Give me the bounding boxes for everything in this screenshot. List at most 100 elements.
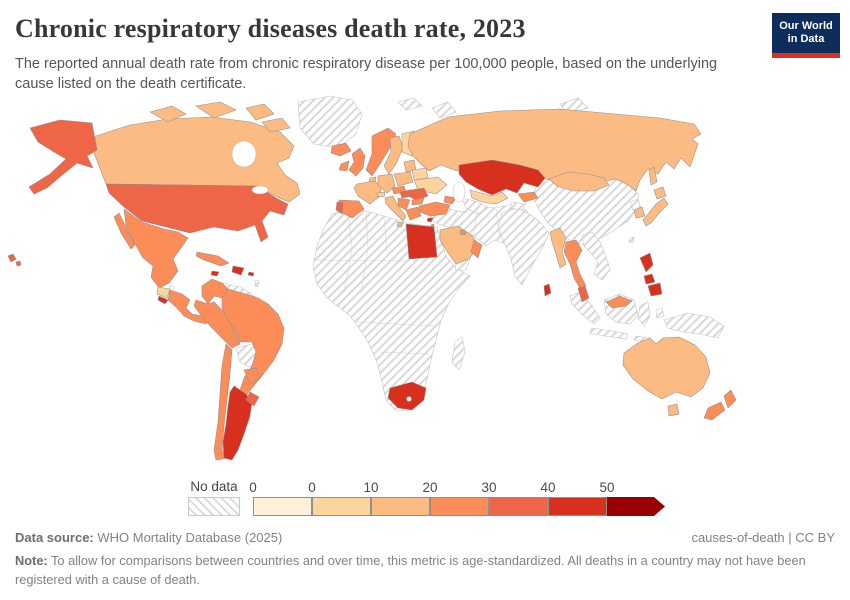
legend-swatch-1[interactable] — [253, 497, 312, 516]
country-el-salvador[interactable] — [157, 295, 169, 305]
country-jamaica[interactable] — [210, 270, 220, 277]
legend-swatch-5[interactable] — [489, 497, 548, 516]
region-ecuador-peru[interactable] — [193, 299, 241, 349]
country-kuwait[interactable] — [459, 229, 467, 236]
country-cyprus[interactable] — [426, 217, 434, 223]
country-egypt[interactable] — [405, 223, 438, 260]
legend-swatch-6[interactable] — [548, 497, 607, 516]
canada-arctic-island-1[interactable] — [149, 105, 187, 123]
country-kazakhstan[interactable] — [458, 159, 546, 196]
country-belarus[interactable] — [411, 167, 429, 181]
country-south-korea[interactable] — [633, 206, 646, 219]
country-tajikistan[interactable] — [509, 201, 527, 211]
country-kyrgyzstan[interactable] — [517, 191, 539, 203]
legend-swatch-2[interactable] — [312, 497, 371, 516]
island-tasmania[interactable] — [667, 403, 680, 417]
country-greece[interactable] — [405, 206, 422, 221]
country-poland[interactable] — [393, 171, 414, 187]
country-malaysia[interactable] — [577, 285, 590, 303]
island-moluccas[interactable] — [655, 307, 665, 319]
islands-hawaii[interactable] — [7, 253, 22, 267]
legend-tick-30: 30 — [481, 480, 497, 495]
country-norway[interactable] — [365, 127, 397, 177]
new-zealand-north-island[interactable] — [723, 389, 737, 409]
country-uruguay[interactable] — [245, 391, 260, 407]
legend-color-scale — [253, 497, 665, 516]
country-romania[interactable] — [407, 187, 429, 201]
license-link[interactable]: causes-of-death | CC BY — [691, 530, 835, 545]
owid-logo-box: Our World in Data — [772, 13, 840, 53]
canada-arctic-island-2[interactable] — [195, 101, 237, 119]
country-australia[interactable] — [622, 336, 711, 400]
owid-logo-stripe — [772, 53, 840, 58]
country-yemen[interactable] — [454, 258, 471, 271]
country-guatemala[interactable] — [156, 286, 171, 299]
country-italy[interactable] — [384, 195, 407, 222]
island-novaya-zemlya[interactable] — [431, 101, 457, 119]
island-new-guinea[interactable] — [663, 312, 725, 339]
country-oman[interactable] — [470, 239, 483, 259]
philippines-luzon[interactable] — [639, 252, 654, 273]
country-saudi-arabia[interactable] — [439, 225, 479, 265]
islands-lesser-antilles[interactable] — [254, 279, 260, 288]
no-data-swatch[interactable] — [188, 497, 240, 516]
philippines-visayas[interactable] — [643, 273, 656, 285]
country-myanmar[interactable] — [549, 227, 567, 269]
canada-arctic-island-3[interactable] — [245, 103, 275, 121]
no-data-internal-borders — [317, 206, 501, 355]
chart-footer: Data source: WHO Mortality Database (202… — [15, 530, 835, 589]
country-france[interactable] — [353, 180, 383, 205]
legend-swatch-3[interactable] — [371, 497, 430, 516]
note-label: Note: — [15, 553, 48, 568]
country-germany[interactable] — [377, 173, 396, 194]
country-madagascar[interactable] — [451, 336, 466, 371]
region-indochina-no-data[interactable] — [581, 231, 611, 281]
legend-swatch-4[interactable] — [430, 497, 489, 516]
island-sakhalin[interactable] — [648, 166, 658, 186]
country-uzbekistan[interactable] — [469, 189, 509, 205]
country-bulgaria[interactable] — [411, 197, 425, 206]
country-mexico[interactable] — [123, 208, 189, 289]
country-turkmenistan[interactable] — [461, 197, 489, 215]
legend-swatch-7-arrow[interactable] — [607, 497, 665, 516]
country-turkey[interactable] — [418, 201, 451, 217]
country-switzerland[interactable] — [376, 191, 386, 198]
country-japan[interactable] — [642, 197, 669, 227]
island-sulawesi[interactable] — [637, 301, 651, 327]
region-alaska[interactable] — [28, 119, 98, 195]
region-caucasus[interactable] — [443, 195, 457, 205]
country-sweden[interactable] — [383, 135, 404, 175]
island-hispaniola[interactable] — [231, 265, 245, 276]
owid-logo[interactable]: Our World in Data — [772, 13, 840, 58]
canada-arctic-island-4[interactable] — [261, 117, 291, 133]
island-hokkaido[interactable] — [653, 186, 667, 200]
country-iceland[interactable] — [330, 142, 352, 157]
region-baja-california[interactable] — [113, 212, 136, 250]
country-ireland[interactable] — [338, 160, 350, 172]
country-united-kingdom[interactable] — [348, 147, 366, 177]
region-malaysia-borneo[interactable] — [605, 295, 633, 309]
country-sri-lanka[interactable] — [543, 283, 552, 297]
country-russia[interactable] — [407, 108, 702, 192]
legend-tick-10: 10 — [363, 480, 379, 495]
island-svalbard[interactable] — [397, 97, 423, 111]
country-puerto-rico[interactable] — [247, 271, 255, 277]
country-thailand[interactable] — [563, 239, 587, 291]
country-greenland[interactable] — [297, 95, 363, 149]
country-south-africa[interactable] — [387, 381, 427, 411]
country-taiwan[interactable] — [628, 236, 635, 244]
island-java[interactable] — [589, 327, 629, 340]
country-mongolia[interactable] — [548, 171, 610, 192]
new-zealand-south-island[interactable] — [703, 401, 726, 421]
country-united-states[interactable] — [105, 183, 289, 243]
country-cuba[interactable] — [195, 251, 230, 267]
island-sicily[interactable] — [396, 221, 404, 228]
chart-subtitle: The reported annual death rate from chro… — [15, 56, 718, 92]
philippines-mindanao[interactable] — [647, 282, 663, 297]
country-india[interactable] — [497, 207, 550, 286]
country-paraguay[interactable] — [243, 367, 261, 385]
country-portugal[interactable] — [335, 201, 344, 215]
legend-tick-50: 50 — [599, 480, 615, 495]
